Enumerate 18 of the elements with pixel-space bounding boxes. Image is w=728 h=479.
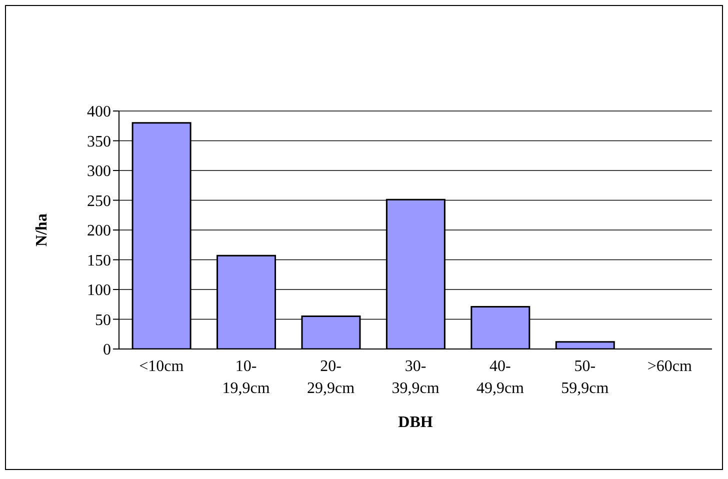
y-tick-label: 50 bbox=[95, 312, 111, 329]
y-tick-label: 350 bbox=[87, 133, 111, 150]
x-axis-title: DBH bbox=[398, 414, 434, 431]
y-tick-label: 250 bbox=[87, 192, 111, 210]
y-tick-label: 400 bbox=[87, 104, 111, 121]
x-tick-label: >60cm bbox=[647, 358, 692, 375]
y-tick-label: 100 bbox=[87, 282, 111, 300]
x-tick-label: 50-59,9cm bbox=[561, 358, 610, 397]
x-tick-label: 30-39,9cm bbox=[392, 358, 440, 397]
y-tick-label: 150 bbox=[87, 252, 111, 270]
x-tick-label: 20-29,9cm bbox=[307, 358, 356, 397]
y-tick-label: 300 bbox=[87, 163, 111, 180]
y-tick-label: 0 bbox=[103, 342, 111, 359]
y-tick-label: 200 bbox=[87, 222, 111, 240]
y-axis-title: N/ha bbox=[34, 214, 51, 246]
x-tick-label: 10-19,9cm bbox=[222, 358, 270, 397]
x-tick-label: <10cm bbox=[139, 358, 184, 375]
x-tick-label: 40-49,9cm bbox=[476, 358, 525, 397]
